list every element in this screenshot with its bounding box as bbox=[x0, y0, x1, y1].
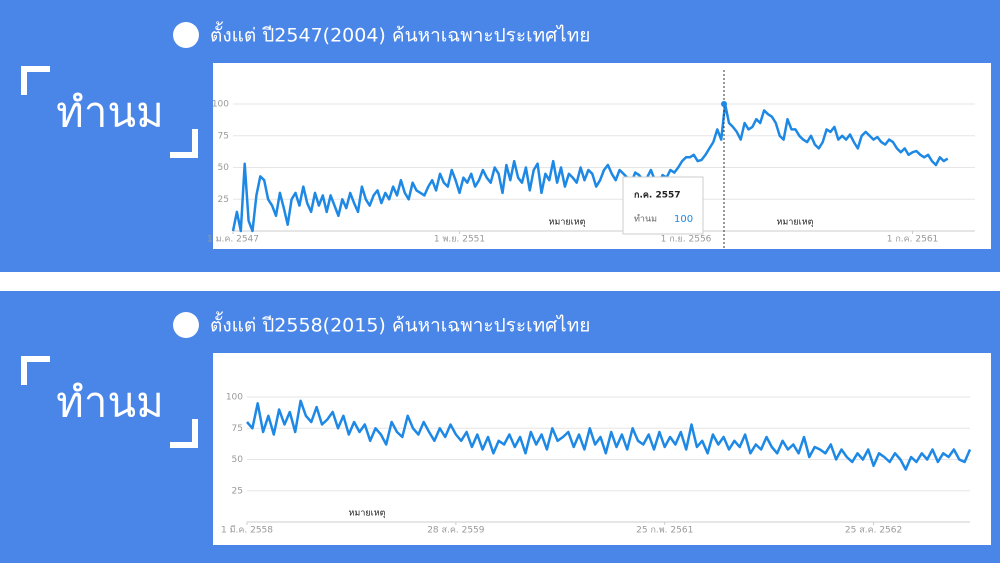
annotation: หมายเหตุ bbox=[548, 218, 585, 228]
y-tick-label: 50 bbox=[218, 163, 230, 173]
bracket bbox=[21, 356, 50, 385]
tooltip-series: ทำนม bbox=[634, 214, 657, 225]
heading: ตั้งแต่ ปี2558(2015) ค้นหาเฉพาะประเทศไทย bbox=[210, 312, 590, 337]
x-tick-label: 1 พ.ย. 2551 bbox=[434, 235, 485, 245]
y-tick-label: 100 bbox=[226, 393, 243, 403]
bracket bbox=[170, 419, 198, 448]
y-tick-label: 25 bbox=[232, 486, 243, 496]
heading-bullet bbox=[173, 22, 199, 48]
x-tick-label: 25 ส.ค. 2562 bbox=[845, 526, 902, 536]
x-tick-label: 1 ก.ค. 2561 bbox=[887, 235, 939, 245]
trend-line bbox=[246, 399, 972, 471]
bracket bbox=[21, 66, 50, 95]
y-tick-label: 25 bbox=[218, 195, 229, 205]
y-tick-label: 75 bbox=[218, 131, 229, 141]
y-tick-label: 100 bbox=[212, 100, 229, 110]
tooltip-label: ก.ค. 2557 bbox=[634, 191, 681, 201]
chart-box bbox=[213, 63, 991, 249]
x-tick-label: 1 ม.ค. 2547 bbox=[207, 235, 259, 245]
x-tick-label: 25 ก.พ. 2561 bbox=[636, 526, 693, 536]
heading: ตั้งแต่ ปี2547(2004) ค้นหาเฉพาะประเทศไทย bbox=[210, 22, 590, 47]
y-tick-label: 75 bbox=[232, 424, 243, 434]
y-tick-label: 50 bbox=[232, 455, 244, 465]
heading-bullet bbox=[173, 312, 199, 338]
keyword: ทำนม bbox=[56, 88, 164, 137]
tooltip-value: 100 bbox=[674, 214, 693, 225]
annotation: หมายเหตุ bbox=[776, 218, 813, 228]
keyword: ทำนม bbox=[56, 378, 164, 427]
bracket bbox=[170, 129, 198, 158]
annotation: หมายเหตุ bbox=[348, 509, 385, 519]
hover-point bbox=[721, 101, 727, 107]
x-tick-label: 28 ส.ค. 2559 bbox=[427, 526, 485, 536]
tooltip bbox=[622, 176, 704, 235]
x-tick-label: 1 ก.ย. 2556 bbox=[661, 235, 712, 245]
x-tick-label: 1 มี.ค. 2558 bbox=[221, 525, 273, 536]
trend-line bbox=[231, 102, 949, 233]
chart-box bbox=[213, 353, 991, 545]
